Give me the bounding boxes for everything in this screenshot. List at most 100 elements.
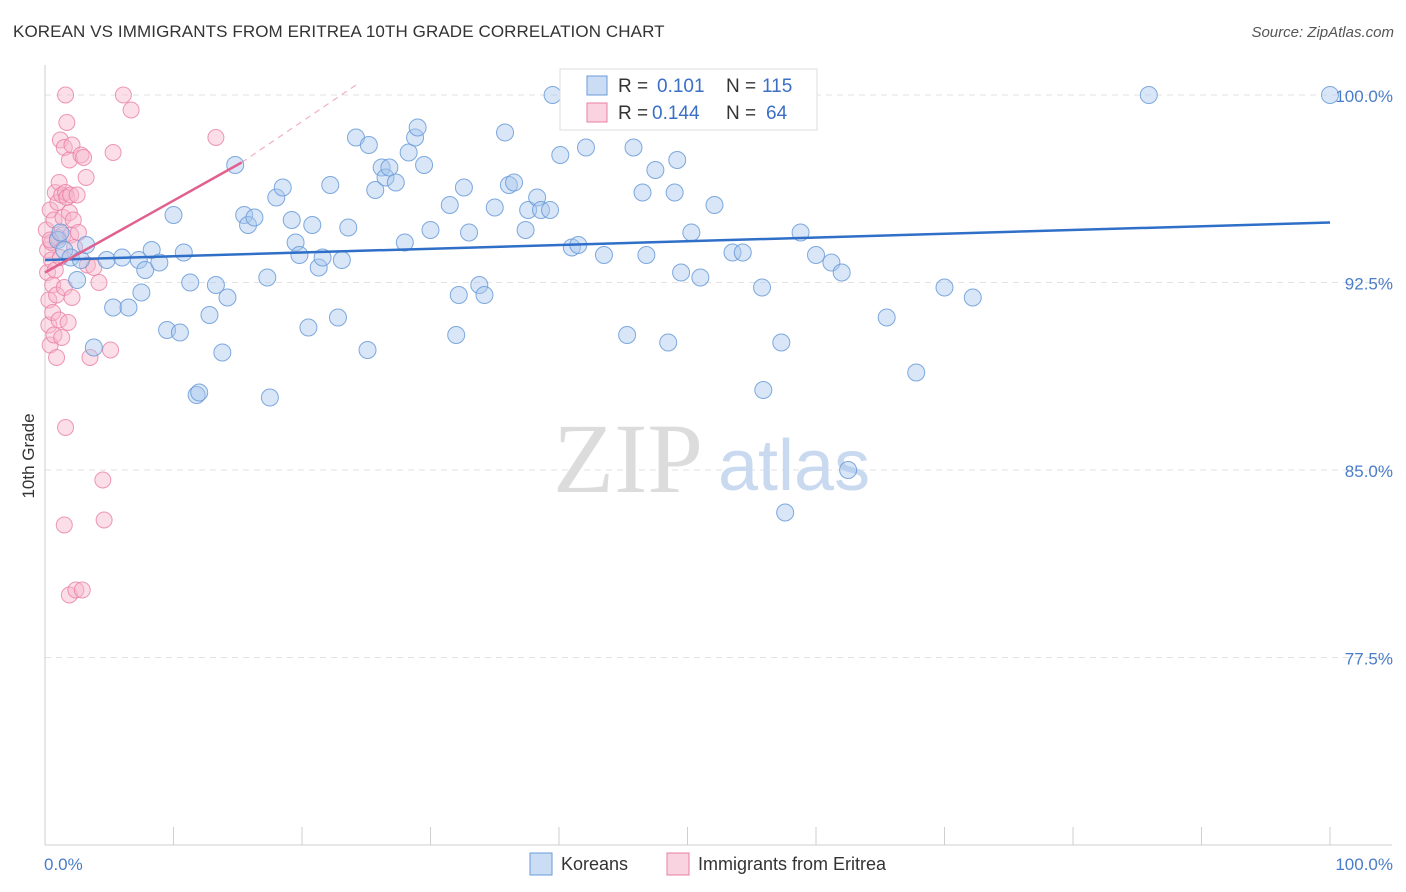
korean-point [907,363,926,382]
korean-point [380,158,399,177]
korean-point [618,326,637,344]
korean-point [267,188,286,207]
eritrea-trend-extension [241,84,357,163]
eritrea-point [72,146,90,164]
korean-point [723,243,742,262]
korean-point [104,298,123,317]
korean-point [485,198,504,217]
korean-point [260,388,279,407]
korean-point [187,386,206,404]
x-tick-label-min: 0.0% [44,855,83,874]
korean-point [213,343,232,362]
korean-point [273,178,292,197]
korean-point [119,298,138,317]
korean-point [200,306,219,324]
korean-point [460,223,479,242]
korean-point [668,151,687,169]
korean-point [776,503,795,522]
korean-point [150,253,169,272]
korean-points [48,86,1339,522]
korean-point [807,246,825,264]
korean-point [691,268,710,287]
korean-point [475,286,494,304]
eritrea-point [40,316,58,334]
korean-point [415,156,434,174]
korean-point [97,251,116,269]
x-tick-label-max: 100.0% [1335,855,1393,874]
korean-point [132,283,151,302]
legend-koreans-swatch [529,852,553,876]
korean-point [282,211,301,229]
eritrea-point [63,289,81,306]
korean-point [447,326,466,344]
korean-point [665,183,684,202]
korean-point [877,308,896,327]
eritrea-point [75,149,93,166]
korean-point [386,173,405,192]
korean-point [440,196,459,214]
korean-point [245,208,264,227]
korean-point [832,263,851,282]
korean-point [963,288,982,307]
korean-point [218,288,237,307]
korean-point [519,201,538,219]
watermark-atlas: atlas [718,426,870,506]
y-tick-label: 100.0% [1335,87,1393,106]
korean-point [1321,86,1339,104]
y-axis-title: 10th Grade [19,413,38,498]
eritrea-point [81,349,99,366]
korean-point [543,86,562,104]
y-tick-label: 92.5% [1345,275,1393,294]
korean-point [594,246,613,264]
eritrea-point [90,274,108,291]
watermark: ZIP atlas [553,403,870,514]
koreans-n-value: 115 [762,76,792,97]
korean-point [470,276,489,294]
eritrea-point [53,329,71,346]
korean-point [754,381,773,399]
y-tick-label: 85.0% [1345,462,1393,481]
korean-point [576,138,595,157]
korean-point [332,251,351,269]
korean-point [672,263,691,282]
korean-point [358,341,377,359]
koreans-r-label: R = [618,76,648,97]
y-tick-labels: 77.5% 85.0% 92.5% 100.0% [1335,87,1393,669]
korean-point [366,181,385,199]
korean-point [303,216,322,234]
legend-eritrea-label: Immigrants from Eritrea [698,854,887,874]
eritrea-point [73,581,91,599]
korean-point [551,146,570,164]
korean-point [164,206,183,224]
korean-point [839,461,858,479]
eritrea-point [41,231,59,249]
korean-point [516,221,535,239]
korean-point [181,273,200,292]
eritrea-point [68,186,86,204]
korean-point [399,143,418,162]
korean-point [84,338,103,357]
korean-point [376,168,395,187]
koreans-swatch [586,75,608,96]
korean-point [637,246,656,264]
korean-point [395,233,414,252]
legend-eritrea-swatch [666,852,690,876]
korean-point [359,136,378,154]
korean-point [51,223,70,242]
axes [44,65,1392,846]
korean-point [408,118,427,137]
eritrea-point [57,419,75,436]
eritrea-point [57,86,75,104]
eritrea-r-value: 0.144 [652,103,700,124]
eritrea-point [95,511,113,529]
koreans-r-value: 0.101 [657,76,705,97]
korean-point [174,243,193,262]
korean-point [772,333,791,352]
korean-point [659,333,678,352]
eritrea-point [94,471,112,489]
korean-point [68,271,87,289]
eritrea-n-label: N = [726,103,756,124]
korean-point [129,251,148,269]
korean-point [299,318,318,337]
korean-point [328,308,347,327]
